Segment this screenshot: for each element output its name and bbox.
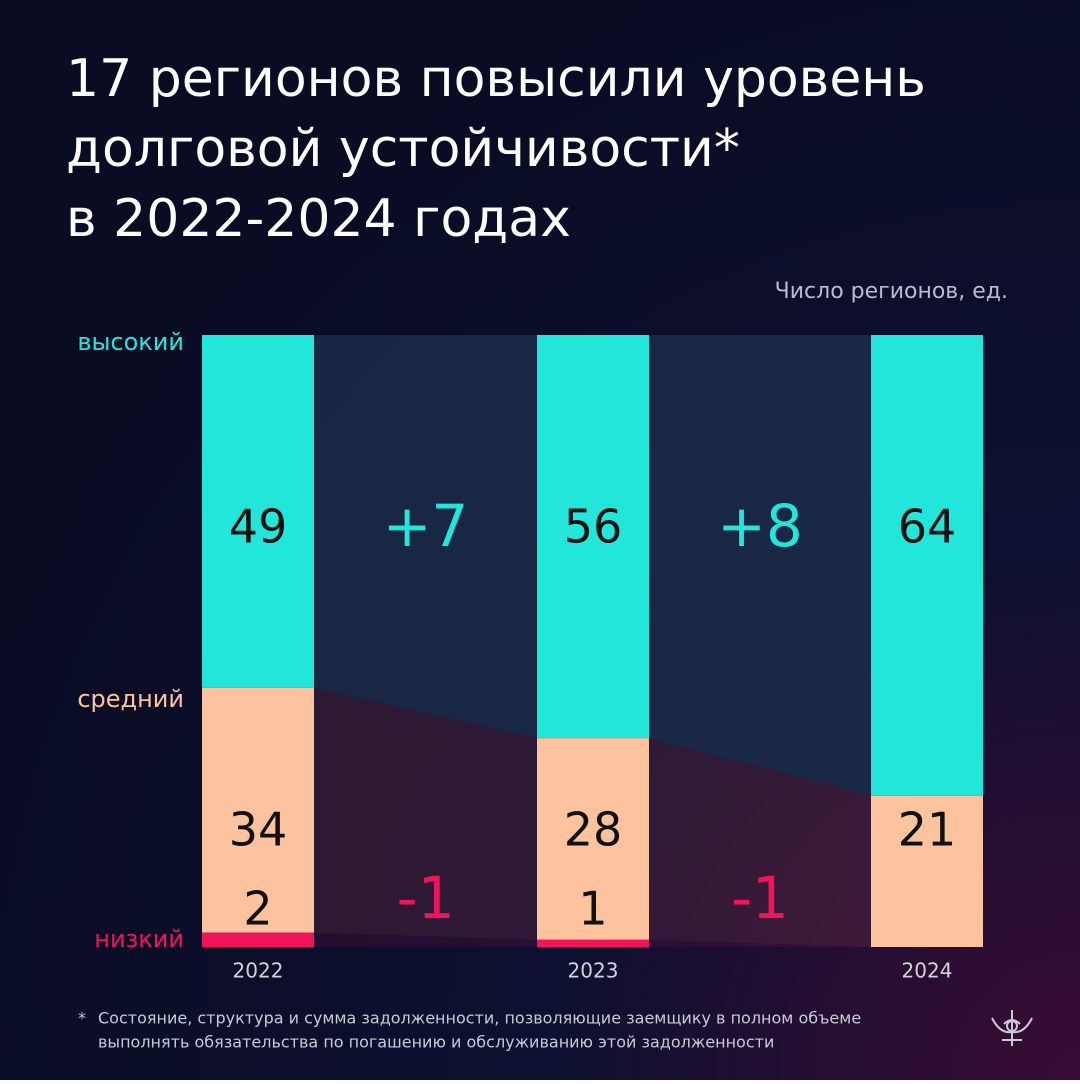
x-tick-label: 2024: [902, 959, 953, 983]
bar-segment: [537, 738, 649, 940]
change-label: -1: [397, 864, 455, 932]
bar-segment: [871, 795, 983, 947]
subtitle: Число регионов, ед.: [775, 279, 1008, 304]
flow: [649, 738, 871, 947]
value-label: 56: [564, 500, 623, 554]
bar-segment: [202, 335, 314, 688]
emblem: [991, 1010, 1033, 1046]
x-tick-label: 2023: [568, 959, 619, 983]
flow: [314, 335, 537, 739]
legend-label: средний: [77, 685, 184, 713]
value-label: 2: [243, 882, 272, 936]
legend-label: низкий: [94, 925, 184, 953]
bar-segment: [202, 932, 314, 947]
footnote-marker: *: [78, 1009, 86, 1028]
bar-segment: [871, 335, 983, 796]
value-label: 28: [564, 803, 623, 857]
x-tick-label: 2022: [233, 959, 284, 983]
footnote-line: Состояние, структура и сумма задолженнос…: [98, 1009, 861, 1028]
flow: [649, 939, 871, 947]
value-label: 21: [898, 803, 957, 857]
change-label: -1: [731, 864, 789, 932]
flow: [314, 932, 537, 947]
bar-segment: [537, 939, 649, 947]
change-label: +7: [383, 492, 469, 560]
change-label: +8: [717, 492, 803, 560]
value-label: 49: [229, 500, 288, 554]
bar-segment: [537, 335, 649, 739]
value-label: 34: [229, 803, 288, 857]
title-line: в 2022-2024 годах: [66, 189, 571, 249]
title-line: 17 регионов повысили уровень: [66, 49, 926, 109]
footnote-line: выполнять обязательства по погашению и о…: [98, 1033, 774, 1052]
title-line: долговой устойчивости*: [66, 119, 740, 179]
value-label: 64: [898, 500, 957, 554]
flow: [649, 335, 871, 796]
legend-label: высокий: [77, 328, 184, 356]
value-label: 1: [578, 882, 607, 936]
flow: [314, 687, 537, 940]
bar-segment: [202, 687, 314, 933]
